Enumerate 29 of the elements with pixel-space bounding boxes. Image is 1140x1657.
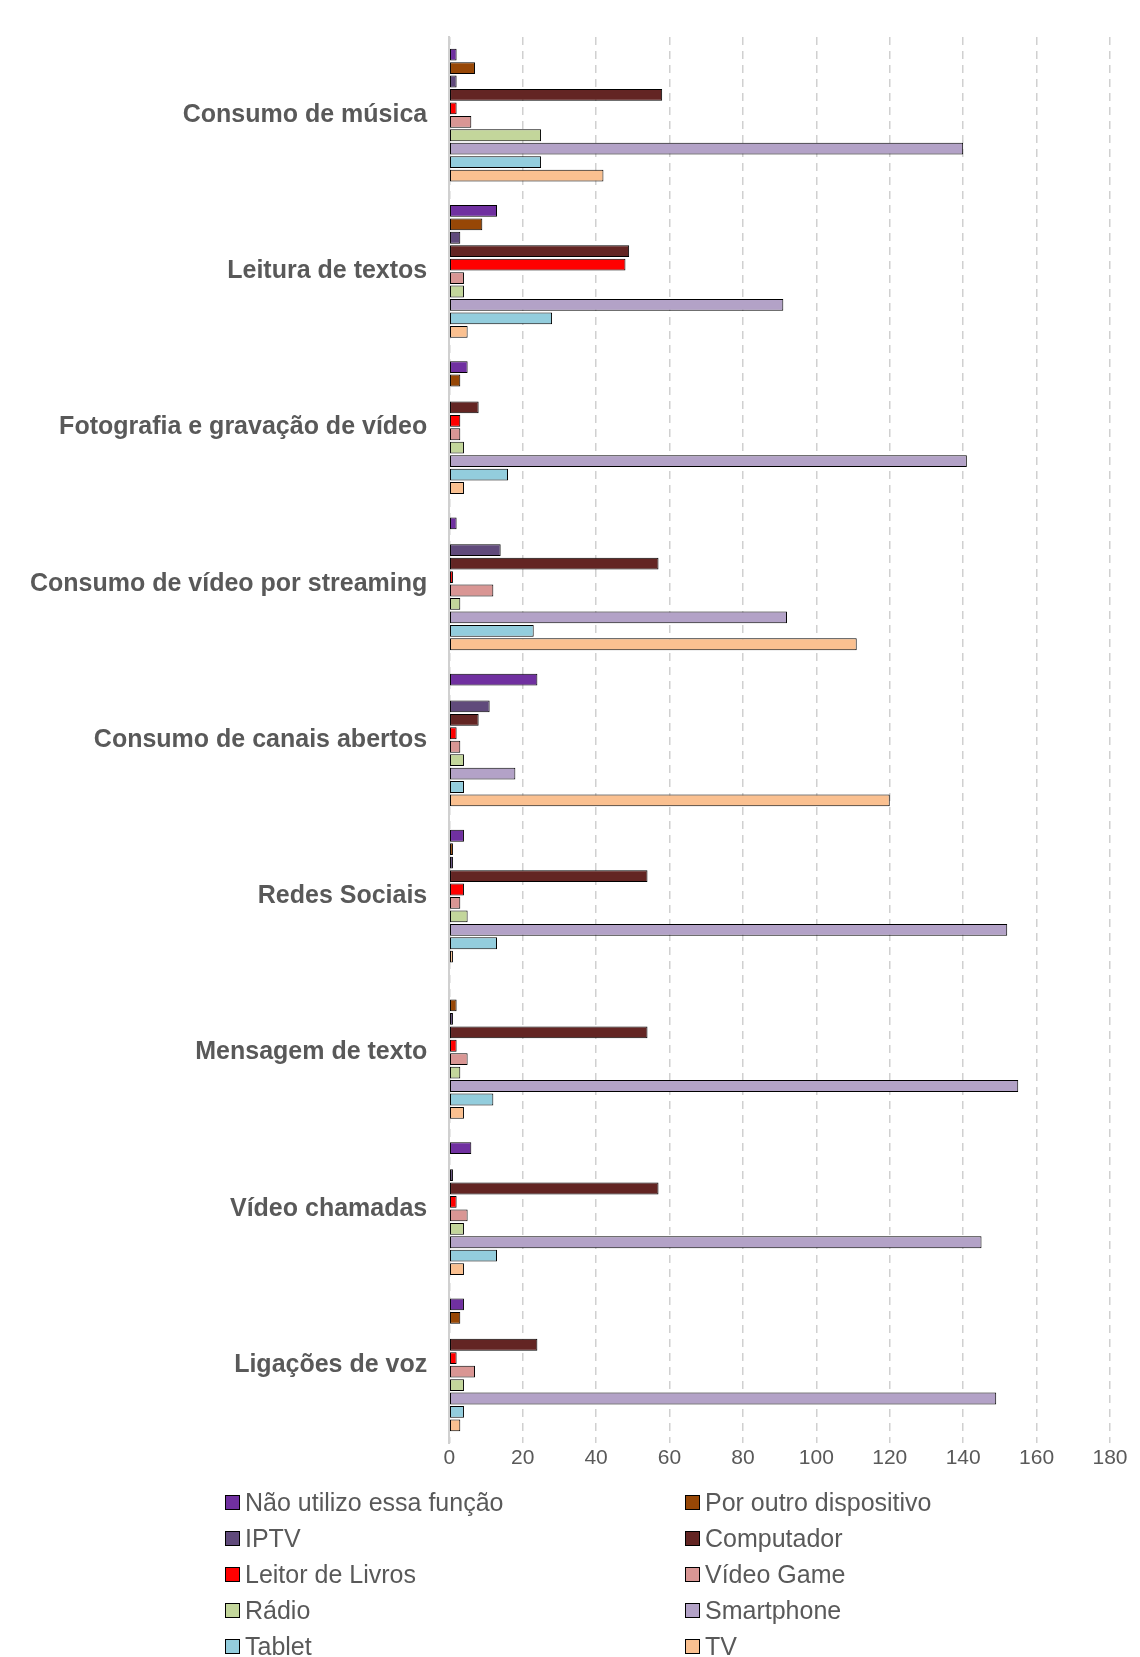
legend-label: Tablet	[245, 1631, 312, 1657]
legend-label: Por outro dispositivo	[705, 1487, 932, 1517]
legend-label: Não utilizo essa função	[245, 1487, 504, 1517]
y-tick-label: Redes Sociais	[257, 880, 428, 909]
y-tick-label: Leitura de textos	[227, 255, 428, 284]
x-tick-label: 60	[657, 1445, 682, 1469]
x-tick-label: 0	[443, 1445, 456, 1469]
y-tick-label: Fotografia e gravação de vídeo	[59, 411, 428, 440]
y-tick-label: Consumo de música	[182, 99, 429, 127]
y-tick-label: Mensagem de texto	[195, 1036, 428, 1065]
x-tick-label: 40	[584, 1445, 608, 1469]
x-tick-label: 160	[1019, 1445, 1055, 1469]
legend-label: Computador	[705, 1523, 843, 1553]
y-tick-label: Ligações de voz	[234, 1348, 428, 1377]
legend-label: Rádio	[245, 1595, 311, 1625]
x-tick-label: 140	[945, 1445, 981, 1469]
x-tick-label: 20	[511, 1445, 535, 1469]
y-tick-label: Consumo de canais abertos	[93, 723, 428, 752]
legend-label: TV	[705, 1631, 737, 1657]
x-tick-label: 180	[1092, 1445, 1128, 1469]
x-tick-label: 120	[872, 1445, 908, 1469]
legend-label: Vídeo Game	[705, 1559, 846, 1589]
legend-label: Smartphone	[705, 1595, 842, 1625]
y-tick-label: Consumo de vídeo por streaming	[30, 567, 428, 596]
x-tick-label: 80	[731, 1445, 755, 1469]
x-tick-label: 100	[798, 1445, 834, 1469]
y-tick-label: Vídeo chamadas	[229, 1192, 428, 1221]
legend-label: Leitor de Livros	[245, 1559, 416, 1589]
legend-label: IPTV	[245, 1523, 301, 1553]
